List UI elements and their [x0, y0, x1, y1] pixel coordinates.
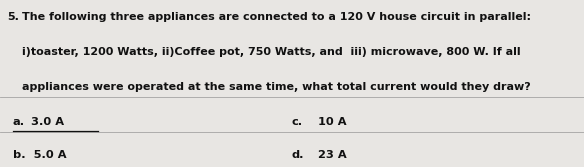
Text: appliances were operated at the same time, what total current would they draw?: appliances were operated at the same tim… — [22, 82, 531, 92]
Text: c.: c. — [292, 117, 303, 127]
Text: 5.: 5. — [7, 12, 19, 22]
Text: d.: d. — [292, 150, 304, 160]
Text: a.: a. — [13, 117, 25, 127]
Text: i)toaster, 1200 Watts, ii)Coffee pot, 750 Watts, and  iii) microwave, 800 W. If : i)toaster, 1200 Watts, ii)Coffee pot, 75… — [22, 47, 521, 57]
Text: 23 A: 23 A — [318, 150, 347, 160]
Text: b.  5.0 A: b. 5.0 A — [13, 150, 67, 160]
Text: The following three appliances are connected to a 120 V house circuit in paralle: The following three appliances are conne… — [22, 12, 531, 22]
Text: 10 A: 10 A — [318, 117, 347, 127]
Text: 3.0 A: 3.0 A — [27, 117, 64, 127]
